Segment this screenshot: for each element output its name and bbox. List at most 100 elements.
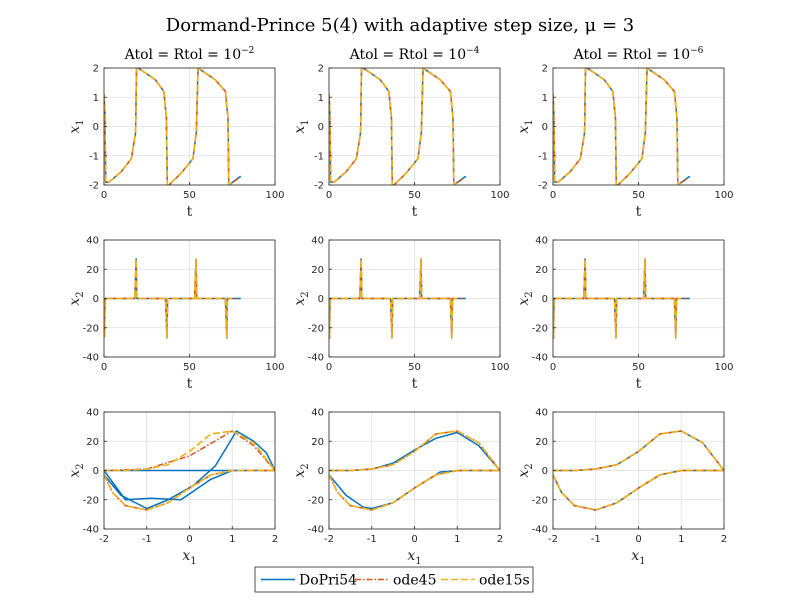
y-axis-label: x2 bbox=[292, 291, 311, 305]
y-tick-label: 20 bbox=[311, 265, 324, 276]
y-axis-label: x1 bbox=[67, 119, 86, 133]
x-tick-label: 100 bbox=[490, 190, 509, 201]
y-tick-label: 40 bbox=[311, 408, 324, 419]
subplot-row3-col1: -2 -1 0 1 2 -40 -20 0 20 40 x1 x2 bbox=[67, 408, 278, 568]
y-tick-label: 20 bbox=[86, 437, 99, 448]
y-axis-label: x2 bbox=[67, 463, 86, 477]
series-group bbox=[104, 258, 241, 339]
x-tick-label: 0 bbox=[411, 534, 417, 545]
y-tick-label: 0 bbox=[318, 466, 324, 477]
x-axis-label: t bbox=[412, 204, 418, 220]
y-tick-label: 40 bbox=[86, 408, 99, 419]
x-tick-label: 50 bbox=[632, 362, 645, 373]
series-line-ode45 bbox=[104, 68, 238, 185]
x-tick-label: 1 bbox=[678, 534, 684, 545]
legend-label: ode15s bbox=[479, 573, 530, 589]
x-tick-label: 0 bbox=[326, 190, 332, 201]
subplot-row2-col3: 0 50 100 -40 -20 0 20 40 t x2 bbox=[516, 236, 734, 393]
series-group bbox=[553, 430, 724, 511]
series-group bbox=[329, 258, 466, 339]
legend-label: DoPri54 bbox=[299, 573, 357, 589]
y-tick-label: -20 bbox=[83, 323, 99, 334]
y-tick-label: 0 bbox=[542, 466, 548, 477]
subplot-row1-col3: 0 50 100 -2 -1 0 1 2 t x1 Atol = Rtol = 10−6 bbox=[516, 46, 734, 220]
series-group bbox=[104, 68, 242, 185]
y-tick-label: -40 bbox=[83, 525, 99, 536]
x-tick-label: 0 bbox=[550, 362, 556, 373]
series-group bbox=[104, 430, 275, 511]
subplot-row3-col3: -2 -1 0 1 2 -40 -20 0 20 40 x1 x2 bbox=[516, 408, 727, 568]
y-tick-label: 20 bbox=[535, 437, 548, 448]
y-tick-label: 20 bbox=[535, 265, 548, 276]
x-axis-label: t bbox=[187, 204, 193, 220]
y-tick-label: -2 bbox=[89, 181, 99, 192]
y-axis-label: x2 bbox=[67, 291, 86, 305]
y-tick-label: 20 bbox=[311, 437, 324, 448]
y-tick-label: 40 bbox=[535, 236, 548, 247]
x-tick-label: 50 bbox=[632, 190, 645, 201]
y-tick-label: -40 bbox=[308, 353, 324, 364]
x-tick-label: 0 bbox=[101, 362, 107, 373]
series-line-ode45 bbox=[329, 430, 500, 511]
legend: DoPri54 ode45 ode15s bbox=[254, 566, 534, 593]
y-tick-label: -20 bbox=[532, 495, 548, 506]
y-tick-label: -20 bbox=[83, 495, 99, 506]
series-group bbox=[553, 258, 690, 339]
series-line-ode15s bbox=[104, 68, 233, 185]
legend-item-ode45: ode45 bbox=[355, 573, 437, 589]
x-tick-label: 100 bbox=[265, 362, 284, 373]
series-line-ode15s bbox=[104, 258, 233, 339]
x-tick-label: 0 bbox=[186, 534, 192, 545]
y-tick-label: 0 bbox=[318, 294, 324, 305]
x-tick-label: 0 bbox=[635, 534, 641, 545]
y-tick-label: -40 bbox=[308, 525, 324, 536]
x-axis-label: x1 bbox=[631, 548, 645, 567]
x-tick-label: 50 bbox=[408, 362, 421, 373]
figure-title: Dormand-Prince 5(4) with adaptive step s… bbox=[166, 15, 634, 36]
x-axis-label: x1 bbox=[407, 548, 421, 567]
x-tick-label: 2 bbox=[721, 534, 727, 545]
y-tick-label: 40 bbox=[311, 236, 324, 247]
series-group bbox=[329, 430, 500, 511]
y-tick-label: -20 bbox=[532, 323, 548, 334]
y-tick-label: -20 bbox=[308, 323, 324, 334]
y-tick-label: 0 bbox=[93, 294, 99, 305]
legend-item-dopri54: DoPri54 bbox=[261, 573, 357, 589]
y-tick-label: 2 bbox=[542, 64, 548, 75]
y-tick-label: -20 bbox=[308, 495, 324, 506]
x-tick-label: -1 bbox=[367, 534, 377, 545]
subplot-row1-col2: 0 50 100 -2 -1 0 1 2 t x1 Atol = Rtol = 10−4 bbox=[292, 46, 510, 220]
y-tick-label: -1 bbox=[89, 151, 99, 162]
y-tick-label: 40 bbox=[535, 408, 548, 419]
x-tick-label: 1 bbox=[229, 534, 235, 545]
subplot-title: Atol = Rtol = 10−4 bbox=[349, 46, 480, 63]
subplot-row2-col2: 0 50 100 -40 -20 0 20 40 t x2 bbox=[292, 236, 510, 393]
y-tick-label: 2 bbox=[93, 64, 99, 75]
legend-box bbox=[254, 566, 534, 593]
y-tick-label: 1 bbox=[318, 93, 324, 104]
x-tick-label: 50 bbox=[183, 362, 196, 373]
x-tick-label: 100 bbox=[714, 190, 733, 201]
y-tick-label: -1 bbox=[538, 151, 548, 162]
y-tick-label: 0 bbox=[93, 122, 99, 133]
series-group bbox=[553, 68, 691, 185]
x-axis-label: t bbox=[187, 376, 193, 392]
y-tick-label: -40 bbox=[532, 353, 548, 364]
x-tick-label: 100 bbox=[714, 362, 733, 373]
y-axis-label: x2 bbox=[292, 463, 311, 477]
y-tick-label: 1 bbox=[93, 93, 99, 104]
legend-label: ode45 bbox=[393, 573, 437, 589]
x-tick-label: 50 bbox=[408, 190, 421, 201]
y-axis-label: x2 bbox=[516, 463, 535, 477]
y-tick-label: -2 bbox=[314, 181, 324, 192]
subplot-row3-col2: -2 -1 0 1 2 -40 -20 0 20 40 x1 x2 bbox=[292, 408, 503, 568]
subplot-title: Atol = Rtol = 10−6 bbox=[573, 46, 704, 63]
x-tick-label: 1 bbox=[454, 534, 460, 545]
y-tick-label: 40 bbox=[86, 236, 99, 247]
x-tick-label: 2 bbox=[272, 534, 278, 545]
series-line-ode15s bbox=[553, 258, 682, 339]
x-tick-label: 2 bbox=[497, 534, 503, 545]
series-line-ode45 bbox=[329, 68, 463, 185]
x-tick-label: 100 bbox=[265, 190, 284, 201]
